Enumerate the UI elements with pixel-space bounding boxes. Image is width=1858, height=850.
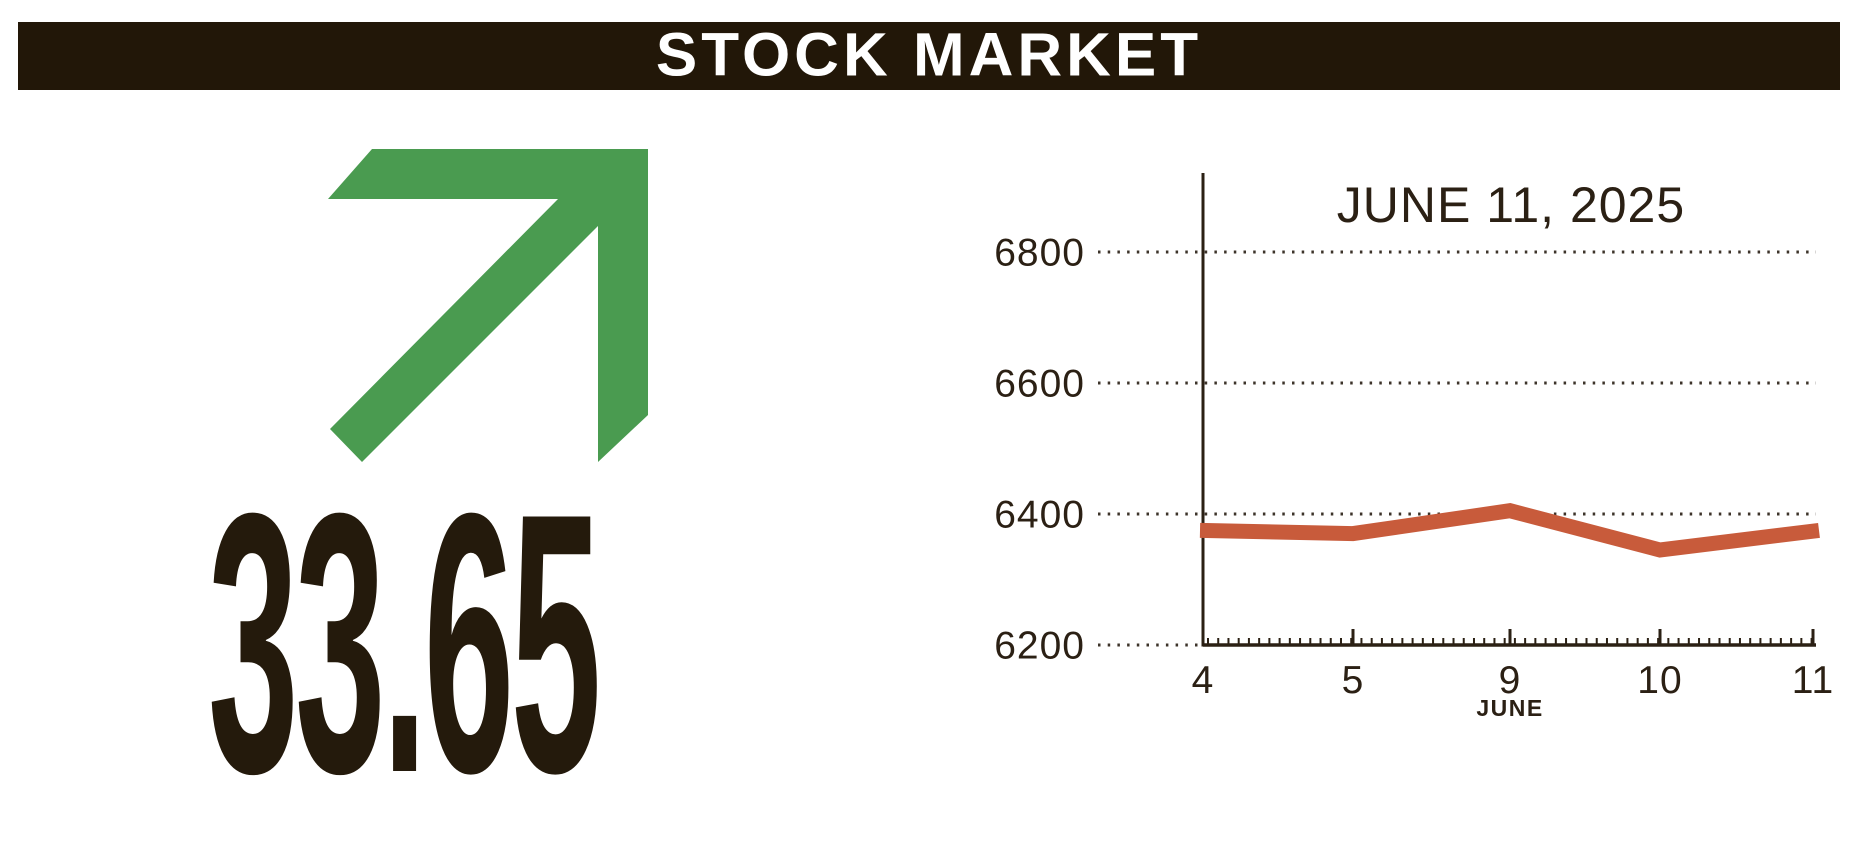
banner-title: STOCK MARKET [655,21,1203,90]
up-right-trend-arrow-icon [328,149,648,462]
x-tick-label-10: 10 [1637,659,1682,702]
x-tick-label-4: 4 [1192,659,1215,702]
page: { "banner": { "title": "STOCK MARKET", "… [18,22,1840,829]
stock-line-chart: 6200 6400 6600 6800 4 5 9 10 11 JUNE JUNE 11, 2025 [994,173,1835,721]
y-tick-label-6800: 6800 [994,232,1085,275]
x-axis-title: JUNE [1476,695,1543,721]
x-tick-label-9: 9 [1499,659,1522,702]
y-tick-label-6600: 6600 [994,363,1085,406]
data-line-index close [1199,503,1820,558]
x-tick-label-11: 11 [1792,659,1835,702]
y-tick-label-6200: 6200 [994,625,1085,668]
y-tick-label-6400: 6400 [994,494,1085,537]
banner: STOCK MARKET [18,22,1840,90]
change-value: 33.65 [208,437,601,850]
arrow-shape [328,149,648,462]
chart-title: JUNE 11, 2025 [1337,177,1685,233]
x-tick-label-5: 5 [1342,659,1365,702]
